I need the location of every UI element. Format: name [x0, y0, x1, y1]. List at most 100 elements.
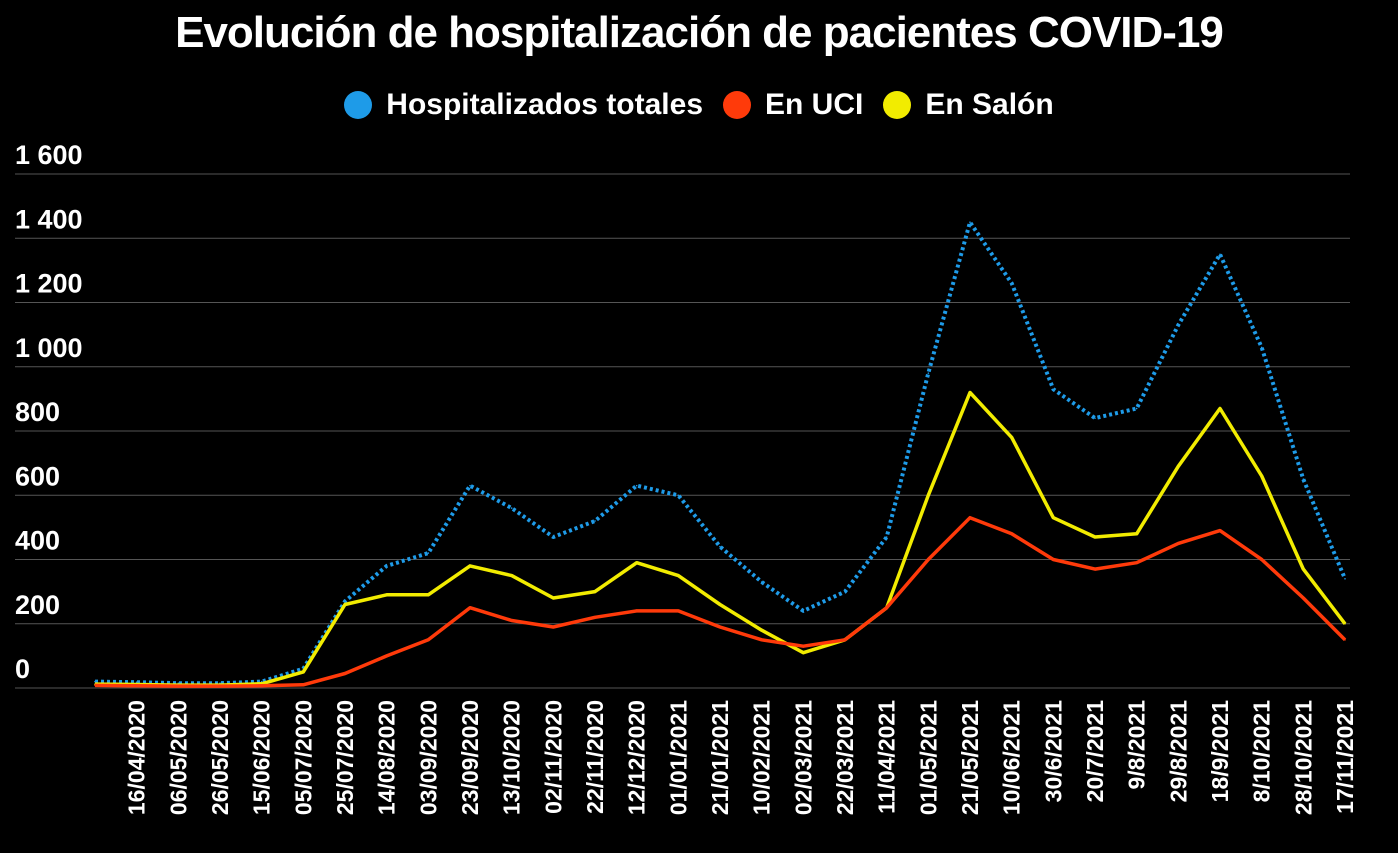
series-line-0: [94, 220, 1347, 686]
series-0-point: [844, 590, 846, 593]
series-0-point: [94, 680, 96, 683]
series-0-point: [969, 221, 971, 223]
series-1-point: [135, 684, 138, 687]
x-tick-label: 10/02/2021: [749, 700, 775, 815]
x-tick-label: 9/8/2021: [1124, 700, 1150, 790]
legend-item-total: Hospitalizados totales: [344, 88, 703, 122]
x-tick-label: 29/8/2021: [1165, 700, 1191, 803]
series-0-point: [802, 610, 805, 612]
x-tick-label: 25/07/2020: [332, 700, 358, 815]
x-tick-label: 30/6/2021: [1040, 700, 1066, 803]
series-0-point: [1135, 407, 1138, 410]
series-0-point: [1010, 282, 1013, 285]
series-1-point: [760, 639, 763, 641]
legend-item-salon: En Salón: [883, 88, 1054, 122]
series-0-point: [1260, 346, 1263, 349]
series-2-point: [302, 671, 305, 673]
x-tick-label: 8/10/2021: [1249, 700, 1275, 803]
series-2-point: [594, 590, 596, 593]
series-2-point: [1094, 536, 1096, 538]
series-1-point: [1094, 568, 1096, 570]
y-tick-label: 400: [15, 526, 60, 556]
series-2-point: [927, 494, 930, 497]
series-0-point: [927, 372, 930, 374]
legend-item-uci: En UCI: [723, 88, 863, 122]
series-1-point: [1052, 558, 1055, 561]
series-1-point: [927, 558, 930, 561]
series-0-point: [552, 536, 555, 538]
series-2-point: [969, 391, 971, 394]
series-0-point: [469, 484, 471, 487]
series-1-point: [177, 685, 180, 687]
x-tick-label: 14/08/2020: [374, 700, 400, 815]
series-2-point: [1260, 475, 1263, 477]
series-2-point: [1010, 436, 1013, 439]
y-tick-label: 1 400: [15, 204, 83, 234]
series-1-point: [1302, 597, 1305, 599]
series-1-point: [427, 639, 430, 641]
series-0-point: [385, 565, 388, 567]
y-tick-label: 200: [15, 590, 60, 620]
series-2-point: [677, 574, 680, 577]
series-2-point: [469, 565, 471, 567]
x-tick-label: 03/09/2020: [415, 700, 441, 815]
series-0-point: [1177, 324, 1180, 326]
series-2-point: [1344, 622, 1346, 625]
series-0-point: [135, 681, 138, 684]
series-2-point: [802, 651, 805, 654]
series-1-point: [1177, 542, 1180, 545]
series-1-point: [260, 684, 263, 687]
y-tick-label: 800: [15, 397, 60, 427]
x-tick-label: 17/11/2021: [1332, 700, 1358, 814]
series-1-point: [802, 645, 805, 648]
x-tick-label: 21/05/2021: [957, 700, 983, 815]
series-1-point: [885, 606, 888, 609]
x-tick-label: 01/01/2021: [665, 700, 691, 815]
series-2-point: [344, 603, 346, 606]
series-2-point: [1177, 465, 1180, 468]
legend-label: En Salón: [925, 88, 1054, 121]
x-tick-label: 22/11/2020: [582, 700, 608, 814]
y-tick-label: 1 000: [15, 333, 83, 363]
x-tick-label: 23/09/2020: [457, 700, 483, 815]
series-1-point: [844, 639, 846, 641]
series-1-point: [344, 672, 346, 675]
series-1-point: [94, 684, 96, 687]
series-2-point: [1052, 516, 1055, 519]
x-tick-label: 15/06/2020: [249, 700, 275, 815]
x-tick-label: 20/7/2021: [1082, 700, 1108, 803]
x-tick-label: 05/07/2020: [290, 700, 316, 815]
chart-title: Evolución de hospitalización de paciente…: [175, 8, 1224, 57]
series-1-point: [385, 655, 388, 657]
series-0-point: [344, 600, 346, 603]
series-1-point: [1344, 639, 1346, 641]
y-tick-label: 1 600: [15, 140, 83, 170]
series-1-point: [594, 616, 596, 619]
y-tick-label: 1 200: [15, 269, 83, 299]
series-2-point: [719, 603, 721, 606]
series-line-2: [94, 390, 1347, 687]
series-1-point: [1135, 561, 1138, 564]
series-1-point: [677, 610, 680, 612]
series-1-point: [1260, 558, 1263, 561]
legend-label: Hospitalizados totales: [386, 88, 704, 121]
series-0-point: [719, 545, 721, 548]
series-2-point: [760, 629, 763, 631]
x-tick-label: 01/05/2021: [915, 700, 941, 815]
series-0-point: [427, 552, 430, 554]
legend-dot-icon: [883, 91, 912, 119]
series-2-point: [635, 561, 638, 564]
series-1-point: [510, 619, 513, 622]
series-1-point: [302, 683, 305, 686]
x-tick-label: 12/12/2020: [624, 700, 650, 815]
series-0-point: [1302, 478, 1305, 480]
x-tick-label: 11/04/2021: [874, 700, 900, 814]
x-tick-label: 28/10/2021: [1290, 700, 1316, 815]
series-2-point: [427, 594, 430, 596]
series-1-point: [1219, 529, 1221, 532]
series-0-point: [1344, 577, 1346, 580]
series-0-point: [1219, 253, 1221, 256]
legend-label: En UCI: [765, 88, 864, 121]
series-1-point: [969, 516, 971, 519]
